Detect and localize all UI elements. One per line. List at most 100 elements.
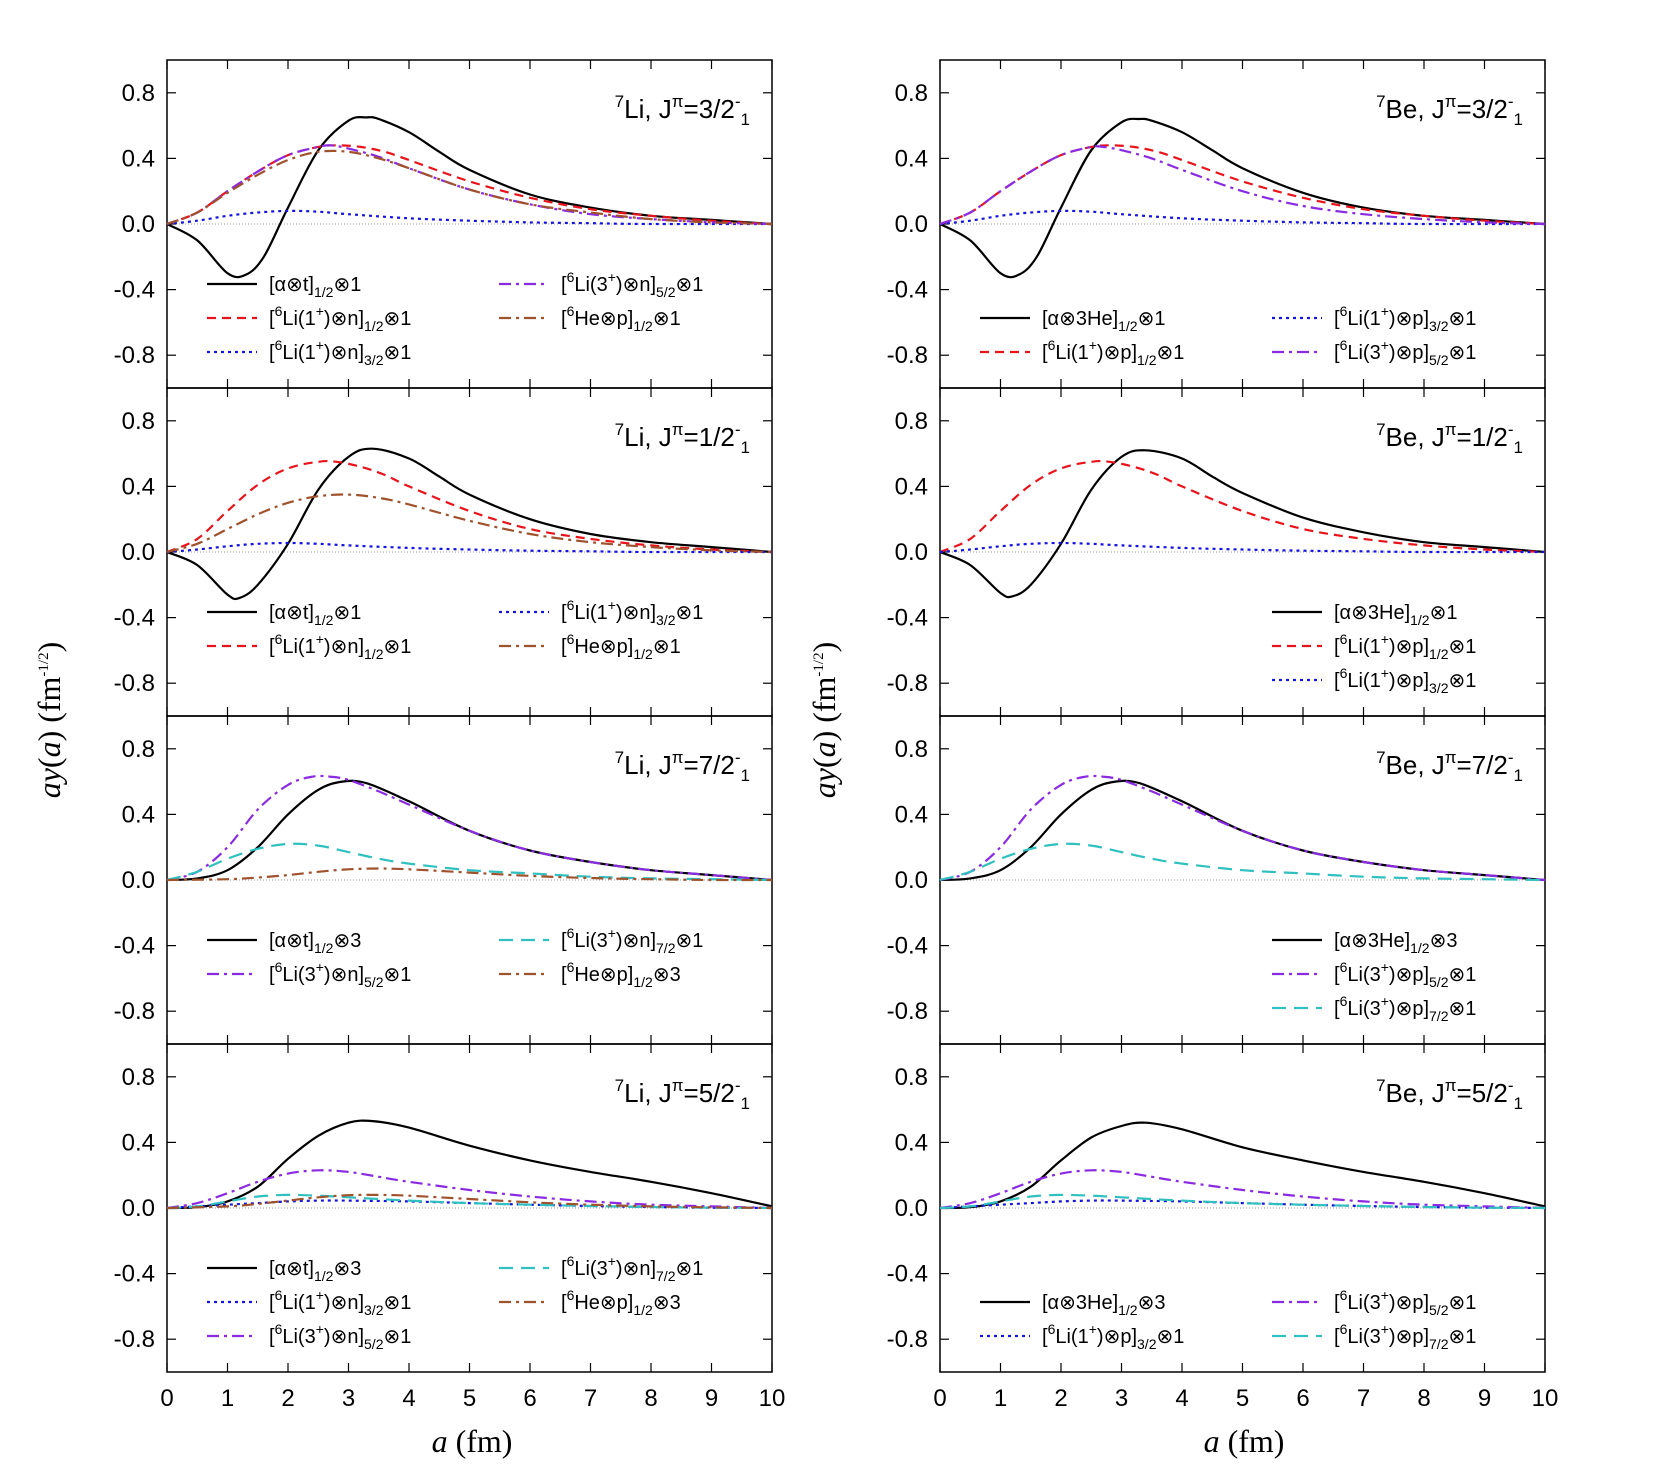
series-line-6li-3-p-5-2-1 (939, 1169, 1546, 1210)
y-tick-label: -0.8 (114, 1326, 155, 1353)
x-tick-label: 10 (1532, 1385, 1559, 1412)
y-tick-label: 0.4 (895, 473, 928, 500)
x-tick-label: 4 (402, 1385, 415, 1412)
y-tick-label: 0.4 (122, 145, 155, 172)
legend-label: [6Li(3+)⊗n]7/2⊗1 (561, 925, 703, 956)
x-tick-label: 3 (342, 1385, 355, 1412)
panel-7be-5-2: 0.8 0.4 0.0 -0.4 -0.8 0 1 2 3 4 5 6 7 8 9 10 7Be, Jπ=5/2… (887, 1043, 1559, 1412)
legend-label: [α⊗3He]1/2⊗1 (1042, 308, 1165, 334)
series-line-6li-1-n-1-2-1 (166, 144, 773, 226)
y-tick-label: 0.0 (895, 1195, 928, 1222)
x-tick-label: 2 (1054, 1385, 1067, 1412)
legend-label: [6Li(3+)⊗n]5/2⊗1 (561, 269, 703, 300)
panel-title: 7Li, Jπ=5/2-1 (615, 1076, 750, 1113)
y-tick-label: 0.0 (122, 867, 155, 894)
y-tick-label: 0.8 (122, 736, 155, 763)
series-line-6li-1-p-1-2-1 (939, 144, 1546, 226)
x-tick-label: 2 (281, 1385, 294, 1412)
legend-label: [α⊗3He]1/2⊗3 (1334, 930, 1457, 956)
y-tick-label: 0.0 (122, 1195, 155, 1222)
x-tick-label: 6 (523, 1385, 536, 1412)
x-tick-label: 9 (1478, 1385, 1491, 1412)
y-tick-label: -0.4 (114, 933, 155, 960)
y-tick-label: 0.8 (895, 1064, 928, 1091)
legend-label: [α⊗t]1/2⊗1 (269, 274, 361, 300)
panel-title: 7Li, Jπ=1/2-1 (615, 420, 750, 457)
x-tick-label: 4 (1175, 1385, 1188, 1412)
series-line-6li-3-n-5-2-1 (166, 1169, 773, 1210)
series-line-t-1-2-3 (166, 1119, 773, 1210)
x-tick-label: 7 (1357, 1385, 1370, 1412)
series-line-6li-1-p-1-2-1 (939, 459, 1546, 554)
series-line-t-1-2-1 (166, 116, 773, 279)
legend-label: [6He⊗p]1/2⊗3 (561, 959, 681, 990)
series-line-6li-3-p-7-2-1 (939, 842, 1546, 882)
y-tick-label: -0.8 (114, 342, 155, 369)
series-line-6li-1-n-3-2-1 (166, 1199, 773, 1210)
series-line-6li-3-n-7-2-1 (166, 1193, 773, 1210)
legend-label: [6Li(3+)⊗n]5/2⊗1 (269, 1321, 411, 1352)
legend-label: [6Li(3+)⊗p]7/2⊗1 (1334, 993, 1476, 1024)
y-tick-label: -0.4 (887, 933, 928, 960)
x-tick-label: 5 (1236, 1385, 1249, 1412)
legend-label: [α⊗3He]1/2⊗1 (1334, 602, 1457, 628)
y-tick-label: -0.4 (114, 605, 155, 632)
x-tick-label: 1 (994, 1385, 1007, 1412)
legend-label: [6Li(1+)⊗p]3/2⊗1 (1334, 303, 1476, 334)
x-tick-label: 0 (160, 1385, 173, 1412)
y-tick-label: -0.4 (114, 1261, 155, 1288)
series-line-6li-3-p-7-2-1 (939, 1193, 1546, 1210)
series-line-6he-p-1-2-3 (166, 1193, 773, 1210)
y-tick-label: 0.8 (895, 80, 928, 107)
series-line-6li-3-p-5-2-1 (939, 774, 1546, 882)
y-tick-label: 0.4 (895, 145, 928, 172)
legend-label: [6He⊗p]1/2⊗1 (561, 631, 681, 662)
y-tick-label: 0.4 (895, 1129, 928, 1156)
legend-label: [6Li(3+)⊗n]7/2⊗1 (561, 1253, 703, 1284)
series-line-6li-1-n-1-2-1 (166, 459, 773, 554)
panel-title: 7Li, Jπ=7/2-1 (615, 748, 750, 785)
legend-label: [6Li(3+)⊗p]5/2⊗1 (1334, 959, 1476, 990)
legend-label: [α⊗t]1/2⊗3 (269, 1258, 361, 1284)
y-tick-label: -0.4 (887, 605, 928, 632)
series-line-6li-3-p-5-2-1 (939, 145, 1546, 226)
legend-label: [6Li(3+)⊗n]5/2⊗1 (269, 959, 411, 990)
left-xlabel: a (fm) (432, 1423, 513, 1459)
legend-label: [6Li(1+)⊗n]1/2⊗1 (269, 303, 411, 334)
y-tick-label: -0.4 (887, 277, 928, 304)
y-tick-label: -0.8 (887, 670, 928, 697)
legend-label: [α⊗t]1/2⊗3 (269, 930, 361, 956)
y-tick-label: 0.8 (122, 80, 155, 107)
x-tick-label: 9 (705, 1385, 718, 1412)
x-tick-label: 0 (933, 1385, 946, 1412)
y-tick-label: 0.8 (895, 408, 928, 435)
panel-title: 7Be, Jπ=1/2-1 (1376, 420, 1523, 457)
panel-title: 7Be, Jπ=7/2-1 (1376, 748, 1523, 785)
panel-7li-7-2: 0.8 0.4 0.0 -0.4 -0.8 7Li, Jπ=7/2-1 [α⊗t]1/2⊗3… (114, 715, 773, 1045)
panels: 0.8 0.4 0.0 -0.4 -0.8 7Li, Jπ=3/2-1 [α⊗t]1/2⊗1… (114, 59, 1559, 1412)
y-tick-label: 0.4 (895, 801, 928, 828)
right-xlabel: a (fm) (1204, 1423, 1285, 1459)
panel-7li-5-2: 0.8 0.4 0.0 -0.4 -0.8 0 1 2 3 4 5 6 7 8 9 10 7Li, Jπ=5/2… (114, 1043, 786, 1412)
series-line-6he-p-1-2-1 (166, 149, 773, 226)
y-tick-label: 0.0 (895, 539, 928, 566)
legend-label: [α⊗3He]1/2⊗3 (1042, 1292, 1165, 1318)
series-line-3he-1-2-1 (939, 117, 1546, 279)
y-tick-label: 0.8 (122, 408, 155, 435)
panel-title: 7Be, Jπ=3/2-1 (1376, 92, 1523, 129)
y-tick-label: -0.4 (887, 1261, 928, 1288)
legend-label: [6Li(1+)⊗p]3/2⊗1 (1334, 665, 1476, 696)
panel-7li-3-2: 0.8 0.4 0.0 -0.4 -0.8 7Li, Jπ=3/2-1 [α⊗t]1/2⊗1… (114, 59, 773, 389)
series-line-3he-1-2-3 (939, 1121, 1546, 1210)
y-tick-label: 0.4 (122, 801, 155, 828)
legend-label: [6Li(1+)⊗n]3/2⊗1 (269, 1287, 411, 1318)
legend-label: [6Li(1+)⊗n]3/2⊗1 (269, 337, 411, 368)
y-tick-label: -0.4 (114, 277, 155, 304)
legend-label: [6He⊗p]1/2⊗3 (561, 1287, 681, 1318)
legend-label: [α⊗t]1/2⊗1 (269, 602, 361, 628)
y-tick-label: -0.8 (114, 998, 155, 1025)
legend-label: [6Li(1+)⊗p]3/2⊗1 (1042, 1321, 1184, 1352)
x-tick-label: 1 (221, 1385, 234, 1412)
x-tick-label: 10 (759, 1385, 786, 1412)
